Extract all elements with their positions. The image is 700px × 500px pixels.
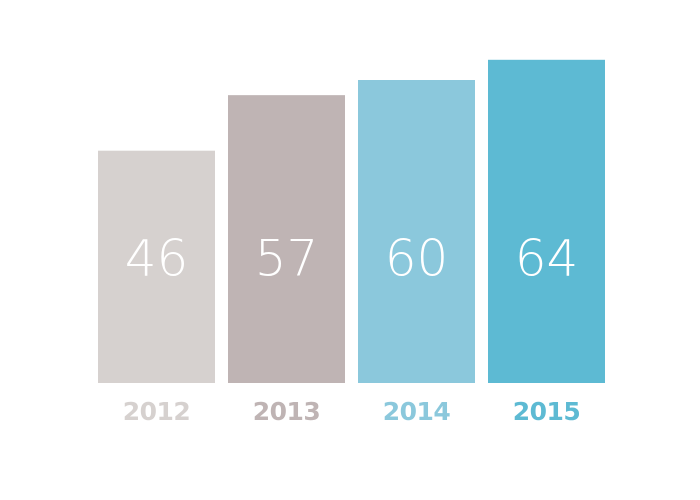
x-tick-label: 2014 — [383, 397, 451, 426]
value-label: 57 — [255, 230, 319, 288]
x-tick-label: 2013 — [253, 397, 321, 426]
value-label: 46 — [125, 230, 189, 288]
value-label: 60 — [385, 230, 449, 288]
bar — [488, 59, 605, 384]
x-tick-label: 2012 — [123, 397, 191, 426]
bar — [98, 150, 215, 383]
value-label: 64 — [515, 230, 579, 288]
x-tick-label: 2015 — [513, 397, 581, 426]
bar — [228, 95, 345, 384]
bar — [358, 80, 475, 383]
